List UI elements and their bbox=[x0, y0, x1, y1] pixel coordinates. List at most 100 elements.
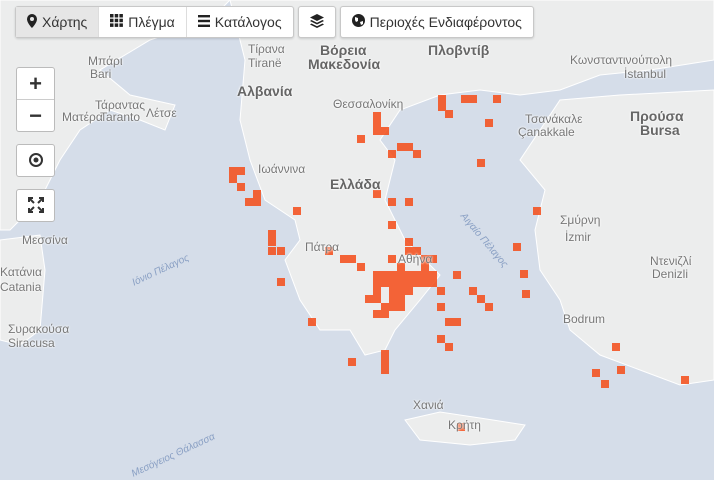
heat-grid-cell[interactable] bbox=[381, 279, 389, 287]
heat-grid-cell[interactable] bbox=[397, 287, 405, 295]
tab-list[interactable]: Κατάλογος bbox=[187, 7, 293, 37]
heat-grid-cell[interactable] bbox=[513, 243, 521, 251]
heat-grid-cell[interactable] bbox=[445, 343, 453, 351]
heat-grid-cell[interactable] bbox=[413, 247, 421, 255]
heat-grid-cell[interactable] bbox=[533, 207, 541, 215]
heat-grid-cell[interactable] bbox=[429, 279, 437, 287]
heat-grid-cell[interactable] bbox=[397, 263, 405, 271]
heat-grid-cell[interactable] bbox=[612, 343, 620, 351]
heat-grid-cell[interactable] bbox=[388, 221, 396, 229]
heat-grid-cell[interactable] bbox=[429, 271, 437, 279]
heat-grid-cell[interactable] bbox=[405, 287, 413, 295]
heat-grid-cell[interactable] bbox=[340, 255, 348, 263]
heat-grid-cell[interactable] bbox=[421, 263, 429, 271]
heat-grid-cell[interactable] bbox=[388, 150, 396, 158]
heat-grid-cell[interactable] bbox=[348, 255, 356, 263]
heat-grid-cell[interactable] bbox=[421, 255, 429, 263]
heat-grid-cell[interactable] bbox=[389, 287, 397, 295]
heat-grid-cell[interactable] bbox=[389, 279, 397, 287]
heat-grid-cell[interactable] bbox=[365, 295, 373, 303]
heat-grid-cell[interactable] bbox=[437, 335, 445, 343]
heat-grid-cell[interactable] bbox=[405, 279, 413, 287]
heat-grid-cell[interactable] bbox=[373, 279, 381, 287]
heat-grid-cell[interactable] bbox=[617, 366, 625, 374]
locate-button[interactable] bbox=[17, 145, 54, 176]
heat-grid-cell[interactable] bbox=[373, 295, 381, 303]
heat-grid-cell[interactable] bbox=[373, 287, 381, 295]
heat-grid-cell[interactable] bbox=[397, 143, 405, 151]
heat-grid-cell[interactable] bbox=[445, 110, 453, 118]
heat-grid-cell[interactable] bbox=[397, 295, 405, 303]
heat-grid-cell[interactable] bbox=[405, 238, 413, 246]
heat-grid-cell[interactable] bbox=[237, 167, 245, 175]
heat-grid-cell[interactable] bbox=[438, 95, 446, 103]
heat-grid-cell[interactable] bbox=[277, 247, 285, 255]
heat-grid-cell[interactable] bbox=[413, 279, 421, 287]
heat-grid-cell[interactable] bbox=[373, 120, 381, 128]
heat-grid-cell[interactable] bbox=[388, 255, 396, 263]
layers-button[interactable] bbox=[299, 7, 335, 37]
heat-grid-cell[interactable] bbox=[477, 295, 485, 303]
heat-grid-cell[interactable] bbox=[438, 103, 446, 111]
heat-grid-cell[interactable] bbox=[389, 295, 397, 303]
heat-grid-cell[interactable] bbox=[453, 271, 461, 279]
heat-grid-cell[interactable] bbox=[381, 303, 389, 311]
heat-grid-cell[interactable] bbox=[277, 278, 285, 286]
heat-grid-cell[interactable] bbox=[357, 263, 365, 271]
heat-grid-cell[interactable] bbox=[477, 159, 485, 167]
heat-grid-cell[interactable] bbox=[293, 207, 301, 215]
heat-grid-cell[interactable] bbox=[268, 230, 276, 238]
heat-grid-cell[interactable] bbox=[601, 380, 609, 388]
heat-grid-cell[interactable] bbox=[429, 255, 437, 263]
heat-grid-cell[interactable] bbox=[229, 167, 237, 175]
heat-grid-cell[interactable] bbox=[389, 271, 397, 279]
heat-grid-cell[interactable] bbox=[348, 358, 356, 366]
heat-grid-cell[interactable] bbox=[381, 358, 389, 366]
heat-grid-cell[interactable] bbox=[373, 190, 381, 198]
heat-grid-cell[interactable] bbox=[253, 190, 261, 198]
heat-grid-cell[interactable] bbox=[268, 247, 276, 255]
heat-grid-cell[interactable] bbox=[357, 135, 365, 143]
heat-grid-cell[interactable] bbox=[445, 318, 453, 326]
heat-grid-cell[interactable] bbox=[381, 271, 389, 279]
heat-grid-cell[interactable] bbox=[405, 247, 413, 255]
tab-grid[interactable]: Πλέγμα bbox=[99, 7, 187, 37]
heat-grid-cell[interactable] bbox=[493, 95, 501, 103]
heat-grid-cell[interactable] bbox=[381, 350, 389, 358]
regions-of-interest-button[interactable]: Περιοχές Ενδιαφέροντος bbox=[341, 7, 533, 37]
tab-map[interactable]: Χάρτης bbox=[16, 7, 100, 37]
heat-grid-cell[interactable] bbox=[229, 175, 237, 183]
heat-grid-cell[interactable] bbox=[453, 318, 461, 326]
fullscreen-button[interactable] bbox=[17, 190, 54, 221]
heat-grid-cell[interactable] bbox=[405, 198, 413, 206]
heat-grid-cell[interactable] bbox=[413, 150, 421, 158]
heat-grid-cell[interactable] bbox=[457, 423, 465, 431]
heat-grid-cell[interactable] bbox=[373, 310, 381, 318]
heat-grid-cell[interactable] bbox=[373, 112, 381, 120]
heat-grid-cell[interactable] bbox=[381, 366, 389, 374]
heat-grid-cell[interactable] bbox=[381, 127, 389, 135]
heat-grid-cell[interactable] bbox=[325, 247, 333, 255]
heat-grid-cell[interactable] bbox=[461, 95, 469, 103]
heat-grid-cell[interactable] bbox=[437, 303, 445, 311]
heat-grid-cell[interactable] bbox=[381, 310, 389, 318]
heat-grid-cell[interactable] bbox=[268, 238, 276, 246]
heat-grid-cell[interactable] bbox=[520, 270, 528, 278]
heat-grid-cell[interactable] bbox=[405, 143, 413, 151]
heat-grid-cell[interactable] bbox=[373, 271, 381, 279]
heat-grid-cell[interactable] bbox=[421, 279, 429, 287]
heat-grid-cell[interactable] bbox=[397, 279, 405, 287]
heat-grid-cell[interactable] bbox=[522, 290, 530, 298]
heat-grid-cell[interactable] bbox=[388, 198, 396, 206]
heat-grid-cell[interactable] bbox=[405, 271, 413, 279]
heat-grid-cell[interactable] bbox=[253, 198, 261, 206]
heat-grid-cell[interactable] bbox=[389, 303, 397, 311]
zoom-in-button[interactable]: + bbox=[29, 70, 42, 96]
heat-grid-cell[interactable] bbox=[397, 271, 405, 279]
heat-grid-cell[interactable] bbox=[437, 287, 445, 295]
heat-grid-cell[interactable] bbox=[469, 95, 477, 103]
heat-grid-cell[interactable] bbox=[308, 318, 316, 326]
heat-grid-cell[interactable] bbox=[245, 198, 253, 206]
heat-grid-cell[interactable] bbox=[485, 119, 493, 127]
